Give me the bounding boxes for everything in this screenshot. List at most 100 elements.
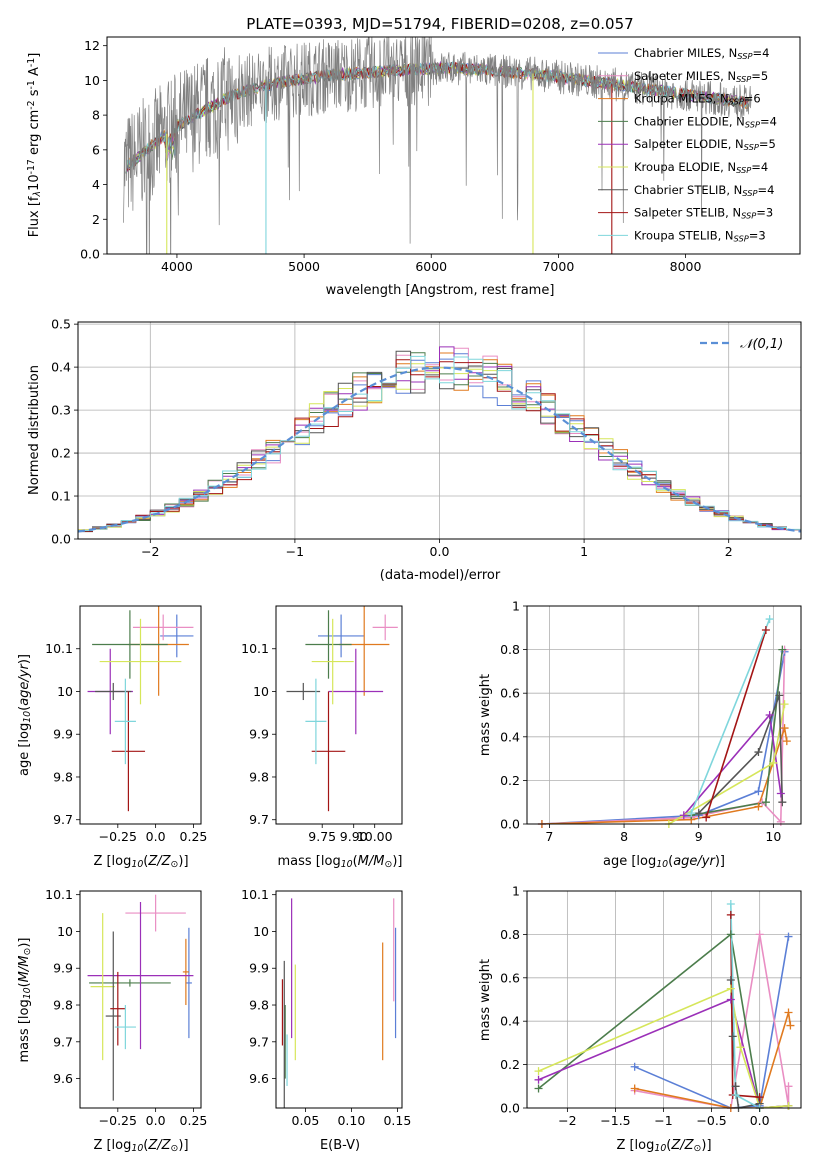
x-tick-label: 0.0 [750,1113,770,1128]
x-tick-label: 0.0 [146,829,166,844]
x-axis-label: (data-model)/error [380,568,501,583]
legend-label: Salpeter STELIB, NSSP=3 [634,206,773,221]
y-tick-label: 6 [92,142,100,157]
mass-vs-Z-plot-area [87,894,194,1101]
y-axis-label: mass [log10(M/M⊙)] [17,938,33,1063]
y-tick-label: 4 [92,177,100,192]
y-tick-label: 1 [512,884,520,899]
mass-weight-marker [780,724,789,733]
mass-weight-marker [786,1021,795,1030]
mass-vs-Z-frame [79,890,202,1109]
x-axis-label: E(B-V) [320,1138,360,1153]
y-axis-label: Flux [fλ10-17 erg cm-2 s-1 A-1] [26,53,43,238]
mass-weight-marker [630,1084,639,1093]
age-vs-Z-plot-area [87,606,194,812]
mass-weight-marker [784,1008,793,1017]
mass-weight-marker [761,798,770,807]
x-tick-label: 2 [725,544,733,559]
age-vs-Z-frame [79,605,202,825]
mass-weight-marker [726,984,735,993]
mass-weight-marker [765,615,774,624]
x-tick-label: 8 [620,829,628,844]
x-tick-label: −1 [286,544,304,559]
x-tick-label: −0.25 [99,1113,137,1128]
legend-label: Salpeter MILES, NSSP=5 [634,69,768,84]
mass-weight-marker [765,711,774,719]
y-tick-label: 1 [512,599,520,614]
mass-weight-line [541,651,786,824]
mass-weight-marker [784,932,793,941]
y-tick-label: 9.7 [249,812,269,827]
mass-weight-marker [702,813,711,822]
y-tick-label: 10 [57,924,73,939]
y-tick-label: 8 [92,108,100,123]
y-axis-label: Normed distribution [27,365,42,495]
y-tick-label: 0.2 [500,1057,520,1072]
mass-weight-marker [679,811,688,820]
x-tick-label: 7000 [542,259,574,274]
x-tick-label: 5000 [288,259,320,274]
legend-label: Chabrier STELIB, NSSP=4 [634,183,774,198]
legend-label: Kroupa ELODIE, NSSP=4 [634,160,768,175]
mass-weight-line [634,1012,792,1108]
mass-weight-marker [754,787,763,796]
y-tick-label: 0.4 [500,1014,520,1029]
y-tick-label: 0.0 [51,532,71,547]
x-tick-label: 1 [580,544,588,559]
mass-weight-marker [731,1082,740,1091]
legend-label: Chabrier ELODIE, NSSP=4 [634,114,777,129]
mass-weight-line [690,618,771,814]
mass-weight-marker [778,645,787,654]
y-tick-label: 10 [57,684,73,699]
x-tick-label: 8000 [670,259,702,274]
mass-weight-marker [534,1067,543,1076]
y-tick-label: 0.0 [80,247,100,262]
x-tick-label: −0.5 [696,1113,726,1128]
mass-vs-ebv-frame [275,890,403,1109]
mass-weight-marker [755,1093,764,1102]
mass-weight-marker [780,700,789,709]
y-tick-label: 2 [92,212,100,227]
x-axis-label: Z [log10(Z/Z⊙)] [93,854,188,870]
y-tick-label: 10 [84,73,100,88]
x-tick-label: 6000 [415,259,447,274]
x-axis-label: Z [log10(Z/Z⊙)] [93,1138,188,1154]
mass-weight-marker [630,1062,639,1071]
x-tick-label: −1 [654,1113,672,1128]
x-tick-label: 0.25 [180,829,208,844]
mass-weight-marker [784,1101,793,1110]
x-tick-label: 9.90 [340,829,368,844]
y-tick-label: 10 [253,924,269,939]
y-tick-label: 9.7 [53,812,73,827]
mass-weight-marker [726,930,735,939]
y-tick-label: 0.3 [51,403,71,418]
figure-title: PLATE=0393, MJD=51794, FIBERID=0208, z=0… [246,15,633,33]
mass-vs-ebv-plot-area [281,898,397,1108]
spectrum-frame [106,36,801,255]
mass-weight-marker [778,798,787,807]
x-tick-label: 0.25 [180,1113,208,1128]
mass-weight-marker [731,1090,740,1099]
legend-label: Salpeter ELODIE, NSSP=5 [634,137,776,152]
y-tick-label: 0.8 [500,927,520,942]
y-tick-label: 9.6 [249,1071,269,1086]
y-tick-label: 9.8 [53,998,73,1013]
y-tick-label: 10.1 [241,887,269,902]
mass-weight-marker [687,809,696,818]
massweight-vs-age-frame [526,605,802,825]
x-tick-label: −2 [558,1113,576,1128]
legend-label: Kroupa STELIB, NSSP=3 [634,228,766,243]
y-tick-label: 0.6 [500,686,520,701]
x-tick-label: 0.05 [292,1113,320,1128]
y-tick-label: 9.6 [53,1071,73,1086]
age-vs-mass-frame [275,605,403,825]
x-tick-label: 0.15 [383,1113,411,1128]
mass-weight-marker [694,809,703,818]
mass-weight-marker [726,975,735,984]
x-tick-label: −2 [141,544,159,559]
y-tick-label: 0.2 [500,773,520,788]
y-tick-label: 9.7 [249,1034,269,1049]
age-vs-mass-plot-area [286,606,398,812]
y-axis-label: mass weight [478,674,493,756]
x-tick-label: 0.0 [146,1113,166,1128]
